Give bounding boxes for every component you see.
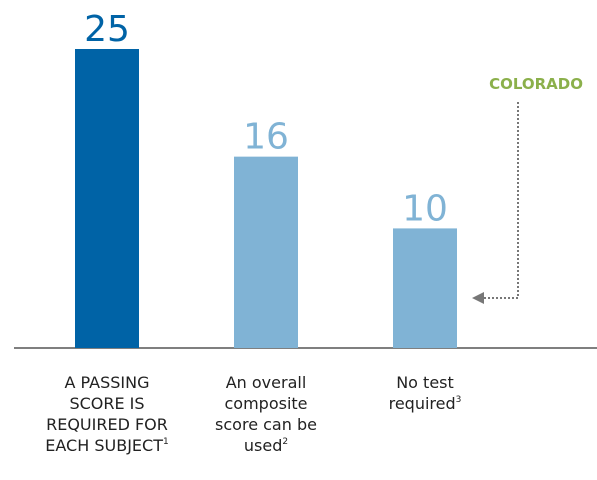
footnote-mark: 3 — [455, 395, 462, 405]
bar — [234, 156, 298, 348]
bar — [393, 228, 457, 348]
annotation-arrow — [472, 292, 484, 304]
value-label: 16 — [243, 117, 289, 158]
category-label: No test required3 — [350, 372, 500, 414]
value-label: 25 — [84, 9, 130, 50]
annotation-connector — [482, 102, 519, 299]
bar — [75, 49, 139, 348]
category-label: A PASSING SCORE IS REQUIRED FOR EACH SUB… — [32, 372, 182, 456]
footnote-mark: 1 — [162, 437, 169, 447]
category-text: A PASSING SCORE IS REQUIRED FOR EACH SUB… — [45, 373, 168, 455]
category-text: No test required — [388, 373, 456, 413]
footnote-mark: 2 — [282, 437, 289, 447]
value-label: 10 — [402, 188, 448, 229]
category-label: An overall composite score can be used2 — [191, 372, 341, 456]
category-text: An overall composite score can be used — [215, 373, 317, 455]
annotation: COLORADO — [489, 75, 583, 93]
